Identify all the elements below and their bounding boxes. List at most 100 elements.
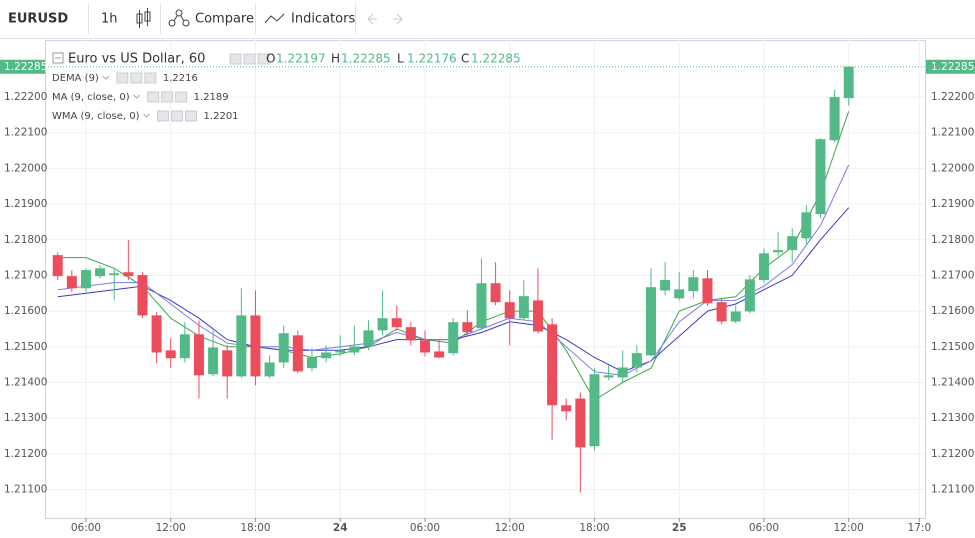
- y-tick-label: 1.22000: [4, 162, 47, 174]
- x-tick-label: 12:00: [156, 522, 186, 534]
- y-tick-label: 1.21400: [4, 376, 47, 388]
- ohlc-value: 1.22176: [407, 52, 457, 66]
- undo-button[interactable]: [367, 13, 377, 25]
- candle-body: [250, 315, 261, 377]
- candle-body: [95, 268, 106, 277]
- candle-body: [758, 253, 769, 281]
- candle-body: [730, 311, 741, 322]
- collapse-icon[interactable]: [52, 52, 64, 64]
- candle-body: [222, 350, 233, 377]
- candle-body: [109, 273, 120, 276]
- candle-body: [575, 398, 586, 448]
- legend-icon: [116, 72, 129, 84]
- candle-body: [787, 236, 798, 251]
- last-price-tag-right: [926, 59, 975, 74]
- candle-body: [462, 322, 473, 333]
- y-tick-label: 1.21500: [4, 341, 47, 353]
- ohlc-key: L: [397, 52, 404, 66]
- legend-icon: [257, 53, 270, 65]
- y-tick-label: 1.21600: [4, 305, 47, 317]
- x-tick-label: 25: [672, 522, 687, 534]
- ohlc-value: 1.22197: [276, 52, 326, 66]
- candle-body: [815, 139, 826, 215]
- indicator-value: 1.2189: [194, 92, 229, 103]
- indicator-menu: [102, 75, 110, 80]
- indicator-value: 1.2201: [204, 111, 239, 122]
- candle-body: [52, 255, 63, 277]
- compare-icon[interactable]: [168, 9, 190, 27]
- candle-body: [123, 272, 134, 277]
- legend-icon: [161, 91, 174, 103]
- candle-body: [744, 279, 755, 312]
- chart-style-icon[interactable]: [136, 8, 151, 28]
- compare-button[interactable]: Compare: [195, 12, 254, 27]
- legend-icon: [175, 91, 188, 103]
- toolbar: [0, 0, 975, 38]
- y-tick-label: 1.21700: [4, 269, 47, 281]
- ohlc-value: 1.22285: [471, 52, 521, 66]
- indicators-icon[interactable]: [264, 13, 285, 24]
- candle-body: [66, 276, 77, 289]
- legend-icon: [147, 91, 160, 103]
- redo-button[interactable]: [393, 13, 403, 25]
- y-tick-label-right: 1.22100: [931, 127, 974, 139]
- candle-body: [702, 278, 713, 304]
- legend-icon: [171, 110, 184, 122]
- candles: [52, 66, 854, 493]
- candle-body: [716, 302, 727, 322]
- series-title: Euro vs US Dollar, 60: [68, 52, 205, 67]
- y-tick-label: 1.21300: [4, 412, 47, 424]
- candle-body: [490, 283, 501, 303]
- candle-body: [773, 250, 784, 253]
- ohlc-value: 1.22285: [341, 52, 391, 66]
- interval[interactable]: 1h: [101, 12, 118, 27]
- candle-body: [674, 289, 685, 299]
- last-price-label: 1.22285: [4, 61, 47, 73]
- y-tick-label-right: 1.21800: [931, 234, 974, 246]
- x-tick-label: 17:0: [908, 522, 932, 534]
- candle-body: [547, 324, 558, 406]
- candle-body: [306, 357, 317, 369]
- y-tick-label-right: 1.21900: [931, 198, 974, 210]
- candle-body: [532, 300, 543, 332]
- y-tick-label-right: 1.21700: [931, 269, 974, 281]
- indicators-button[interactable]: Indicators: [291, 12, 355, 27]
- indicator-line: [57, 111, 850, 402]
- candle-body: [391, 318, 402, 328]
- y-tick-label-right: 1.22200: [931, 91, 974, 103]
- symbol[interactable]: EURUSD: [8, 12, 68, 27]
- y-tick-label: 1.22200: [4, 91, 47, 103]
- candle-body: [631, 353, 642, 368]
- candle-body: [349, 346, 360, 353]
- legend-icon: [130, 72, 143, 84]
- candle-body: [264, 362, 275, 377]
- candle-body: [405, 327, 416, 341]
- candle-body: [80, 270, 91, 289]
- x-tick-label: 12:00: [834, 522, 864, 534]
- indicator-value: 1.2216: [163, 73, 198, 84]
- indicator-menu: [143, 113, 150, 118]
- y-tick-label: 1.21200: [4, 448, 47, 460]
- legend-icon: [157, 110, 170, 122]
- axes: 1.21100 1.21100 1.21200 1.21200 1.21300 1.213…: [0, 59, 975, 534]
- candle-body: [193, 334, 204, 376]
- x-tick-label: 06:00: [71, 522, 101, 534]
- x-tick-label: 18:00: [240, 522, 270, 534]
- ohlc-key: O: [266, 52, 275, 66]
- y-tick-label: 1.21100: [4, 483, 47, 495]
- candle-body: [335, 350, 346, 353]
- candle-body: [448, 322, 459, 354]
- y-tick-label-right: 1.21600: [931, 305, 974, 317]
- x-tick-label: 18:00: [579, 522, 609, 534]
- candle-body: [476, 283, 487, 329]
- y-tick-label-right: 1.21500: [931, 341, 974, 353]
- indicator-name: DEMA (9): [52, 73, 99, 84]
- y-tick-label: 1.21800: [4, 234, 47, 246]
- legend-icon: [144, 72, 157, 84]
- candle-body: [645, 287, 656, 356]
- candle-body: [504, 302, 515, 319]
- candle-body: [292, 335, 303, 372]
- y-tick-label-right: 1.22000: [931, 162, 974, 174]
